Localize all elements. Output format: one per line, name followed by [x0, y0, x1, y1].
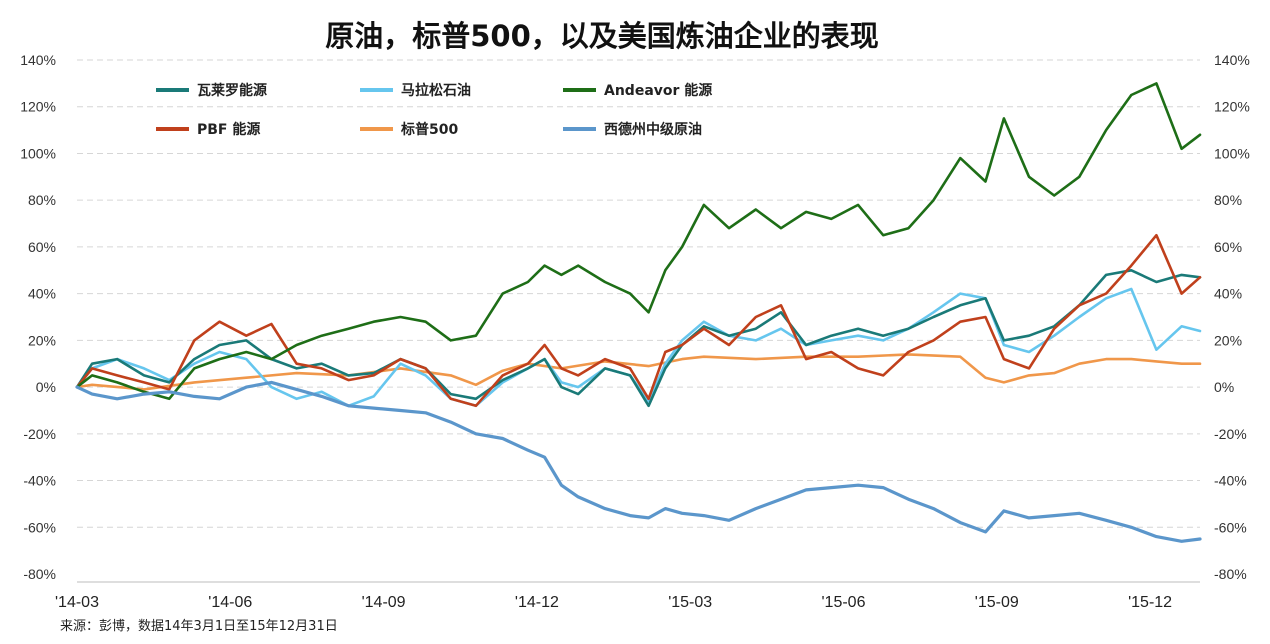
x-tick-label: '15-12: [1128, 594, 1172, 611]
y-tick-label-right: -60%: [1214, 519, 1247, 535]
x-tick-label: '15-03: [668, 594, 712, 611]
y-tick-label-right: -80%: [1214, 566, 1247, 582]
x-tick-label: '15-06: [822, 594, 866, 611]
y-tick-label-right: 20%: [1214, 332, 1242, 348]
series-line-0: [75, 269, 1202, 408]
x-tick-label: '14-12: [515, 594, 559, 611]
y-tick-label-right: -40%: [1214, 473, 1247, 489]
y-tick-label-left: 100%: [20, 145, 56, 161]
legend-label: 瓦莱罗能源: [197, 82, 267, 99]
y-tick-label-left: -20%: [23, 426, 56, 442]
series-line-3: [75, 233, 1202, 408]
source-note: 来源：彭博，数据14年3月1日至15年12月31日: [60, 619, 338, 634]
legend: 瓦莱罗能源 马拉松石油 Andeavor 能源 PBF 能源 标普500 西德州中级原油: [156, 82, 712, 138]
series-lines: [75, 82, 1202, 543]
legend-label: 西德州中级原油: [604, 121, 702, 138]
y-tick-label-left: 80%: [28, 192, 56, 208]
legend-label: PBF 能源: [197, 121, 260, 138]
y-tick-label-left: 40%: [28, 286, 56, 302]
legend-label: 马拉松石油: [401, 82, 471, 99]
y-tick-label-left: 140%: [20, 52, 56, 68]
chart-title: 原油，标普500，以及美国炼油企业的表现: [325, 19, 879, 53]
x-axis: '14-03 '14-06 '14-09 '14-12 '15-03 '15-06 '15-…: [55, 581, 1200, 611]
y-tick-label-right: 60%: [1214, 239, 1242, 255]
y-tick-label-right: 100%: [1214, 145, 1250, 161]
y-tick-label-right: 120%: [1214, 99, 1250, 115]
y-tick-label-right: 80%: [1214, 192, 1242, 208]
legend-label: Andeavor 能源: [604, 82, 712, 99]
y-tick-label-left: 0%: [36, 379, 56, 395]
y-tick-label-right: 140%: [1214, 52, 1250, 68]
x-tick-label: '15-09: [975, 594, 1019, 611]
left-y-axis: 140% 120% 100% 80% 60% 40% 20% 0% -20% -40% -60% -8…: [20, 52, 56, 582]
gridlines: [77, 59, 1200, 528]
x-tick-label: '14-03: [55, 594, 99, 611]
series-line-4: [75, 353, 1202, 391]
y-tick-label-left: -80%: [23, 566, 56, 582]
y-tick-label-right: -20%: [1214, 426, 1247, 442]
y-tick-label-right: 40%: [1214, 286, 1242, 302]
y-tick-label-left: -40%: [23, 473, 56, 489]
x-tick-label: '14-09: [362, 594, 406, 611]
series-line-5: [75, 380, 1202, 543]
x-tick-label: '14-06: [208, 594, 252, 611]
y-tick-label-left: 20%: [28, 332, 56, 348]
legend-label: 标普500: [400, 121, 458, 138]
y-tick-label-left: 120%: [20, 99, 56, 115]
y-tick-label-left: 60%: [28, 239, 56, 255]
y-tick-label-right: 0%: [1214, 379, 1234, 395]
y-tick-label-left: -60%: [23, 519, 56, 535]
right-y-axis: 140% 120% 100% 80% 60% 40% 20% 0% -20% -40% -60% -8…: [1214, 52, 1250, 582]
series-line-2: [75, 82, 1202, 401]
